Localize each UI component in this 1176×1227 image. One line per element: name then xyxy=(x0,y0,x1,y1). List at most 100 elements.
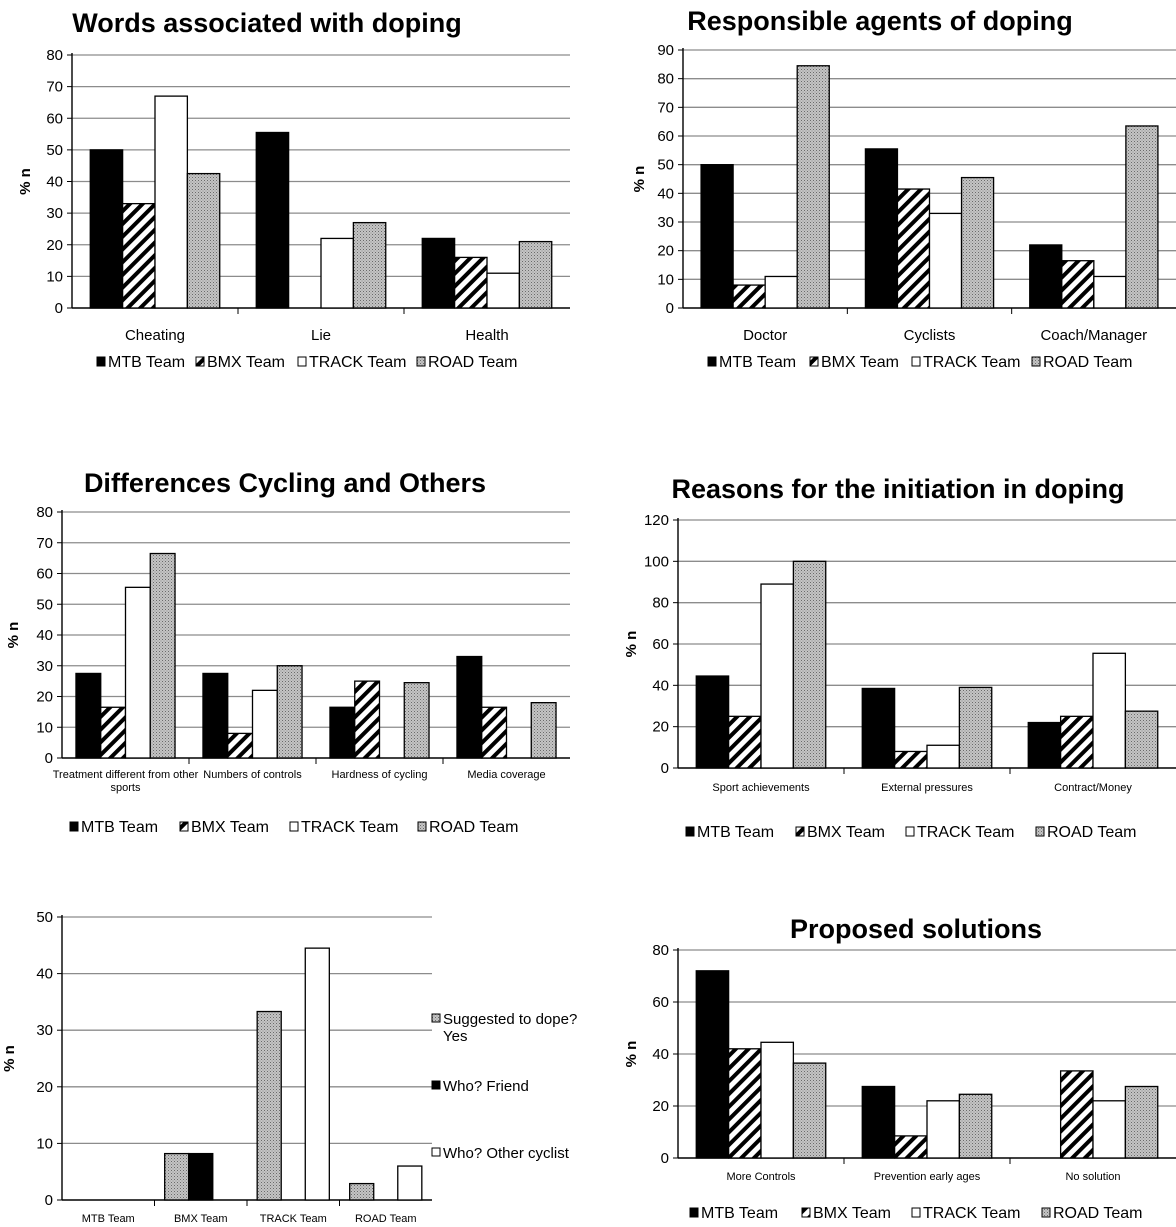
bar xyxy=(727,1048,762,1159)
x-tick-label: More Controls xyxy=(726,1171,796,1183)
bar xyxy=(727,715,762,769)
x-tick-label: MTB Team xyxy=(82,1213,135,1225)
legend-label: TRACK Team xyxy=(917,824,1015,841)
legend-swatch xyxy=(69,821,79,832)
bar xyxy=(352,221,387,309)
bar xyxy=(732,284,766,309)
y-tick-label: 10 xyxy=(46,268,63,285)
legend-swatch xyxy=(195,356,205,367)
legend-label: Suggested to dope? Yes xyxy=(443,1011,577,1045)
legend-label: TRACK Team xyxy=(309,354,407,371)
chart-6: Proposed solutions % n 0 20 40 60 80 More Contr… xyxy=(623,914,1176,1222)
bar xyxy=(188,1152,214,1201)
bar xyxy=(89,149,124,309)
y-tick-label: 50 xyxy=(657,157,674,174)
legend-swatch xyxy=(689,1207,699,1218)
y-axis-label: % n xyxy=(623,1041,640,1068)
bar xyxy=(421,237,456,309)
y-tick-label: 50 xyxy=(36,909,53,926)
bar xyxy=(695,970,730,1159)
x-tick-label: Doctor xyxy=(743,327,787,344)
bar xyxy=(926,1100,961,1159)
bar xyxy=(100,706,127,759)
y-tick-label: 80 xyxy=(652,942,669,959)
bar xyxy=(695,675,730,769)
chart-3: Differences Cycling and Others % n 0 10 20 30… xyxy=(5,468,570,836)
legend-label: MTB Team xyxy=(697,824,774,841)
bar xyxy=(928,212,963,309)
x-tick-label: Numbers of controls xyxy=(203,769,302,781)
legend-swatch xyxy=(905,826,915,837)
x-tick-label: Lie xyxy=(311,327,331,344)
x-tick-label: Media coverage xyxy=(467,769,545,781)
x-tick-label: BMX Team xyxy=(174,1213,228,1225)
bar xyxy=(1092,652,1127,769)
y-tick-label: 20 xyxy=(657,243,674,260)
bar xyxy=(861,1085,896,1159)
bar xyxy=(486,272,521,309)
bar xyxy=(403,682,430,759)
bar xyxy=(349,1182,375,1201)
legend-label: ROAD Team xyxy=(429,819,519,836)
legend-label: Who? Other cyclist xyxy=(443,1145,570,1162)
bar xyxy=(227,732,254,759)
y-axis-label: % n xyxy=(17,168,34,195)
chart-4: Reasons for the initiation in doping % n 0… xyxy=(623,474,1176,841)
chart-title: Differences Cycling and Others xyxy=(84,468,486,498)
legend-swatch xyxy=(911,1207,921,1218)
bar xyxy=(861,687,896,769)
chart-5: % n 0 10 20 30 40 50 MTB Team BMX Team TRACK Team… xyxy=(1,909,577,1225)
y-tick-label: 60 xyxy=(657,128,674,145)
legend-label: ROAD Team xyxy=(1047,824,1137,841)
x-tick-label: Sport achievements xyxy=(712,782,810,794)
y-tick-label: 100 xyxy=(644,553,669,570)
legend-label: ROAD Team xyxy=(1053,1205,1143,1222)
y-tick-label: 90 xyxy=(657,42,674,59)
chart-title: Words associated with doping xyxy=(72,8,462,38)
x-tick-label: Contract/Money xyxy=(1054,782,1132,794)
y-tick-label: 60 xyxy=(36,566,53,583)
legend-label: MTB Team xyxy=(108,354,185,371)
y-tick-label: 40 xyxy=(36,966,53,983)
bar xyxy=(164,1152,190,1201)
y-tick-label: 40 xyxy=(657,185,674,202)
x-tick-label: External pressures xyxy=(881,782,973,794)
y-axis-label: % n xyxy=(1,1045,18,1072)
legend-label: ROAD Team xyxy=(1043,354,1133,371)
legend-swatch xyxy=(809,356,819,367)
x-tick-label: Treatment different from other sports xyxy=(53,769,199,794)
bar xyxy=(304,947,330,1201)
legend-swatch xyxy=(297,356,307,367)
bar xyxy=(1093,275,1127,309)
bar xyxy=(530,702,557,759)
bar xyxy=(518,240,553,309)
y-tick-label: 20 xyxy=(46,237,63,254)
y-tick-label: 60 xyxy=(46,110,63,127)
legend-label: MTB Team xyxy=(719,354,796,371)
y-tick-label: 40 xyxy=(36,627,53,644)
y-tick-label: 120 xyxy=(644,512,669,529)
x-tick-label: Prevention early ages xyxy=(874,1171,981,1183)
y-axis-label: % n xyxy=(5,622,22,649)
x-tick-label: Health xyxy=(465,327,508,344)
legend-label: MTB Team xyxy=(81,819,158,836)
y-axis-label: % n xyxy=(623,631,640,658)
y-tick-label: 40 xyxy=(46,174,63,191)
legend-label: TRACK Team xyxy=(301,819,399,836)
bar xyxy=(960,176,995,309)
legend-swatch xyxy=(179,821,189,832)
legend-swatch xyxy=(1031,356,1041,367)
legend-label: BMX Team xyxy=(821,354,899,371)
bar xyxy=(1029,244,1063,309)
y-tick-label: 80 xyxy=(46,47,63,64)
y-tick-label: 60 xyxy=(652,636,669,653)
legend-label: MTB Team xyxy=(701,1205,778,1222)
x-tick-label: Coach/Manager xyxy=(1040,327,1147,344)
bar xyxy=(796,65,830,309)
bar xyxy=(893,1135,928,1159)
bar xyxy=(926,744,961,769)
y-tick-label: 70 xyxy=(657,99,674,116)
chart-2: Responsible agents of doping % n 0 10 20 30 40… xyxy=(631,6,1176,371)
bar xyxy=(397,1165,423,1201)
